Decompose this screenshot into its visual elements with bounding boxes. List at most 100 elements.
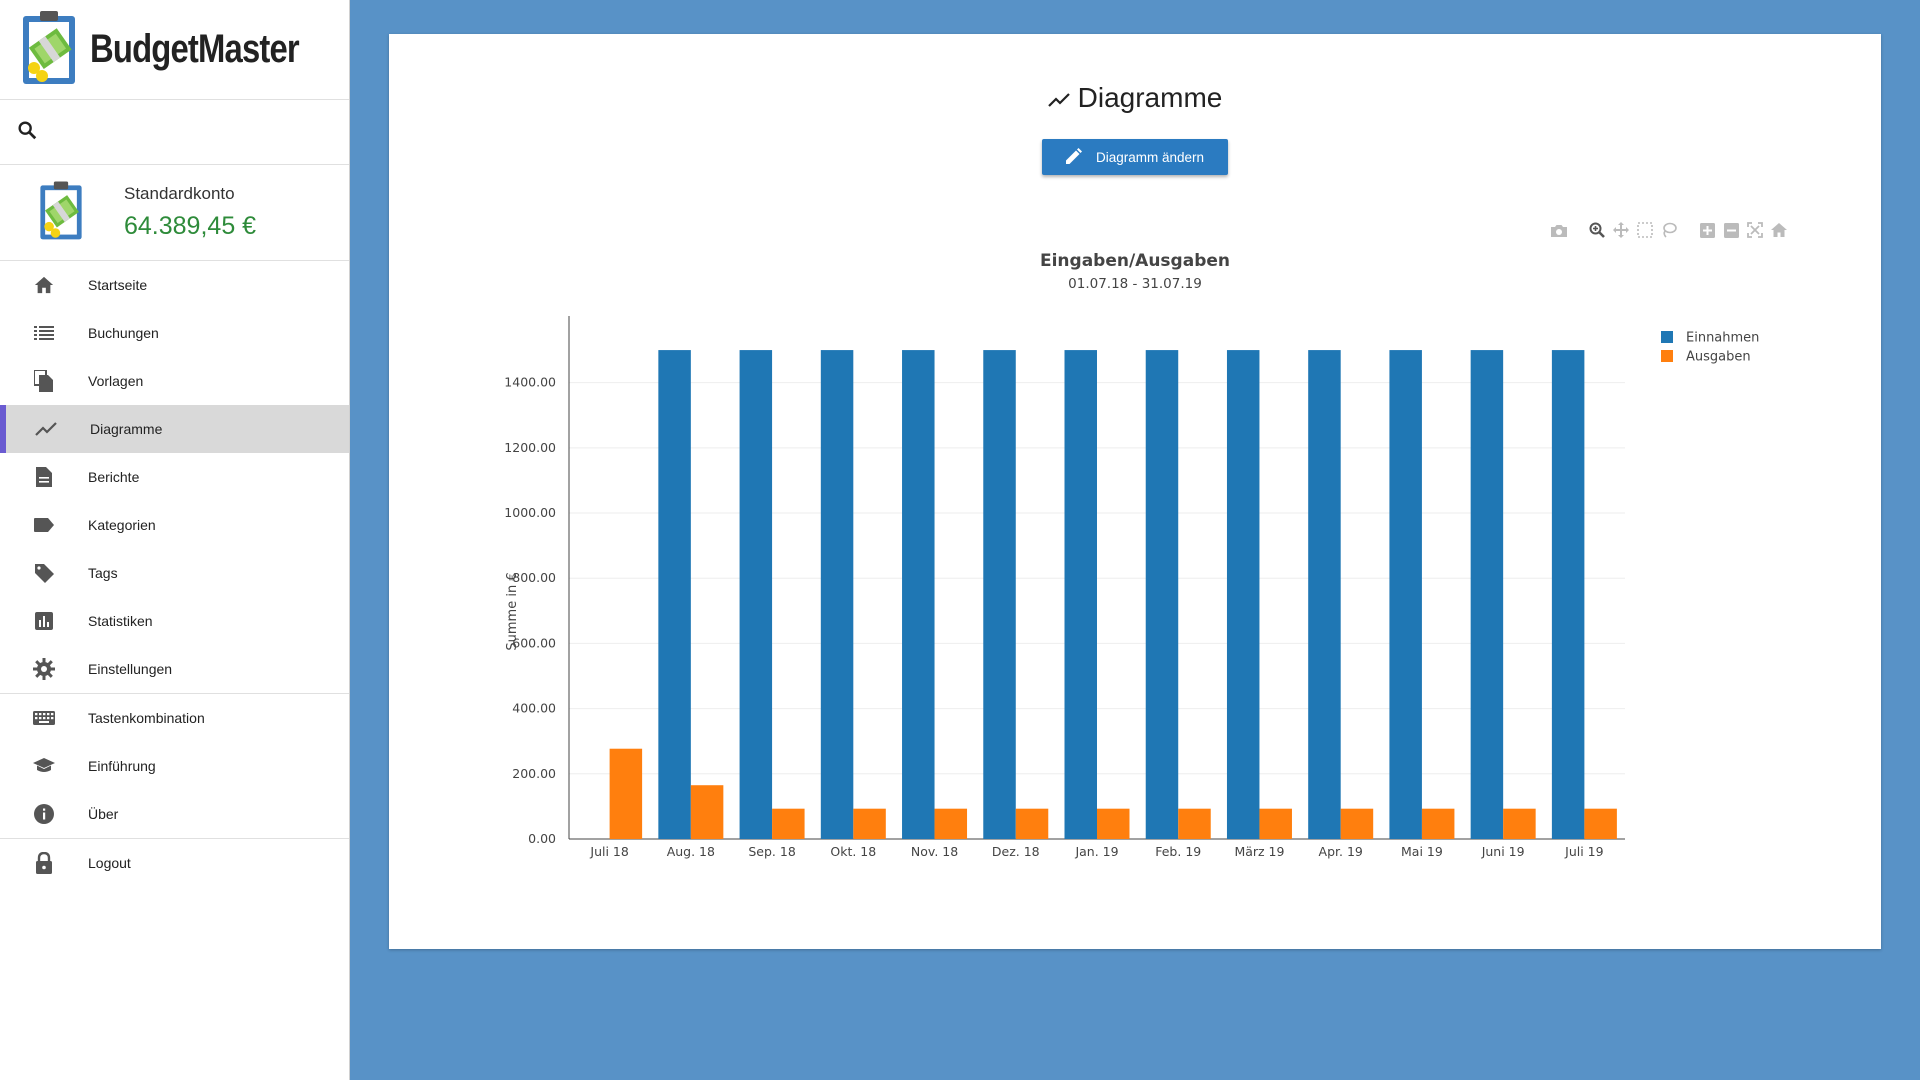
x-tick-label: Feb. 19 <box>1155 844 1201 859</box>
expense-bar <box>1584 808 1617 839</box>
zoom-out-icon[interactable] <box>1719 220 1743 240</box>
expense-bar <box>934 808 968 839</box>
search-area[interactable] <box>0 100 349 165</box>
expense-bar <box>1097 808 1130 839</box>
tag-icon <box>32 561 56 585</box>
income-expense-chart: Eingaben/Ausgaben 01.07.18 - 31.07.19 0.00… <box>504 251 1759 859</box>
x-tick-label: Jan. 19 <box>1074 844 1118 859</box>
nav-item-diagramme[interactable]: Diagramme <box>0 405 349 453</box>
nav-label-tags: Tags <box>88 565 118 581</box>
expense-bar <box>1178 808 1211 839</box>
reset-axes-icon[interactable] <box>1767 220 1791 240</box>
expense-bar <box>772 808 805 839</box>
page-header: Diagramme <box>389 82 1881 114</box>
legend-label-income: Einnahmen <box>1686 331 1759 346</box>
lock-icon <box>32 851 56 875</box>
autoscale-icon[interactable] <box>1743 220 1767 240</box>
expense-bar <box>1503 808 1536 839</box>
chart-card: Diagramme Diagramm ändern Eingaben/Ausga… <box>389 34 1881 949</box>
x-tick-label: Juli 19 <box>1564 844 1603 859</box>
nav-item-berichte[interactable]: Berichte <box>0 453 349 501</box>
nav-divider <box>0 693 349 694</box>
logo-icon <box>20 8 78 91</box>
legend-swatch-expense <box>1661 350 1673 362</box>
nav-item-einfuehrung[interactable]: Einführung <box>0 742 349 790</box>
nav-item-kategorien[interactable]: Kategorien <box>0 501 349 549</box>
nav-label-einfuehrung: Einführung <box>88 758 156 774</box>
edit-chart-button[interactable]: Diagramm ändern <box>1042 139 1228 175</box>
chart-title: Eingaben/Ausgaben <box>1040 251 1230 271</box>
nav-item-vorlagen[interactable]: Vorlagen <box>0 357 349 405</box>
chart-line-icon <box>1047 82 1078 114</box>
income-bar <box>820 350 854 839</box>
income-bar <box>1308 350 1341 839</box>
y-tick-label: 600.00 <box>512 635 556 650</box>
graduation-cap-icon <box>32 754 56 778</box>
account-summary[interactable]: Standardkonto 64.389,45 € <box>0 165 349 261</box>
y-tick-label: 400.00 <box>512 701 556 716</box>
y-tick-label: 200.00 <box>512 766 556 781</box>
nav-label-logout: Logout <box>88 855 131 871</box>
y-tick-label: 0.00 <box>528 831 556 846</box>
search-icon[interactable] <box>16 119 38 146</box>
income-bar <box>1145 350 1179 839</box>
pencil-icon <box>1065 147 1096 167</box>
nav-label-startseite: Startseite <box>88 277 148 293</box>
x-tick-label: Mai 19 <box>1401 844 1443 859</box>
x-tick-label: Okt. 18 <box>830 844 876 859</box>
nav-label-einstellungen: Einstellungen <box>88 661 173 677</box>
account-icon <box>38 179 84 246</box>
document-icon <box>32 465 56 489</box>
pan-icon[interactable] <box>1609 220 1633 240</box>
nav-label-berichte: Berichte <box>88 469 140 485</box>
nav-item-ueber[interactable]: Über <box>0 790 349 838</box>
nav-label-tastenkombination: Tastenkombination <box>88 710 205 726</box>
nav-item-tags[interactable]: Tags <box>0 549 349 597</box>
zoom-in-icon[interactable] <box>1695 220 1719 240</box>
income-bar <box>1551 350 1585 839</box>
nav-label-diagramme: Diagramme <box>90 421 163 437</box>
box-select-icon[interactable] <box>1633 220 1657 240</box>
info-icon <box>32 802 56 826</box>
legend-label-expense: Ausgaben <box>1686 350 1751 365</box>
income-bar <box>983 350 1016 839</box>
nav-item-einstellungen[interactable]: Einstellungen <box>0 645 349 693</box>
expense-bar <box>609 748 643 839</box>
nav-label-ueber: Über <box>88 806 119 822</box>
chart-subtitle: 01.07.18 - 31.07.19 <box>1068 276 1202 292</box>
lasso-select-icon[interactable] <box>1657 220 1681 240</box>
chart-line-icon <box>34 417 58 441</box>
bar-chart-icon <box>32 609 56 633</box>
y-tick-label: 800.00 <box>512 570 556 585</box>
logo-area[interactable]: BudgetMaster <box>0 0 349 100</box>
label-icon <box>32 513 56 537</box>
nav-label-kategorien: Kategorien <box>88 517 156 533</box>
keyboard-icon <box>32 706 56 730</box>
page-title: Diagramme <box>1077 82 1223 113</box>
nav-item-startseite[interactable]: Startseite <box>0 261 349 309</box>
nav-item-logout[interactable]: Logout <box>0 839 349 887</box>
expense-bar <box>690 785 724 839</box>
chart-modebar <box>1547 220 1791 240</box>
nav-label-buchungen: Buchungen <box>88 325 159 341</box>
nav-item-statistiken[interactable]: Statistiken <box>0 597 349 645</box>
zoom-icon[interactable] <box>1585 220 1609 240</box>
sidebar: BudgetMaster Standardkonto 64.38 <box>0 0 350 1080</box>
expense-bar <box>1015 808 1049 839</box>
home-icon <box>32 273 56 297</box>
x-tick-label: Dez. 18 <box>992 844 1040 859</box>
x-tick-label: Sep. 18 <box>748 844 795 859</box>
x-tick-label: Apr. 19 <box>1319 844 1363 859</box>
income-bar <box>902 350 935 839</box>
nav-item-tastenkombination[interactable]: Tastenkombination <box>0 694 349 742</box>
nav-item-buchungen[interactable]: Buchungen <box>0 309 349 357</box>
account-balance: 64.389,45 € <box>124 212 257 240</box>
income-bar <box>1470 350 1504 839</box>
y-tick-label: 1200.00 <box>504 440 556 455</box>
x-tick-label: Nov. 18 <box>911 844 958 859</box>
camera-icon[interactable] <box>1547 220 1571 240</box>
expense-bar <box>1259 808 1292 839</box>
income-bar <box>739 350 773 839</box>
copy-icon <box>32 369 56 393</box>
list-icon <box>32 321 56 345</box>
